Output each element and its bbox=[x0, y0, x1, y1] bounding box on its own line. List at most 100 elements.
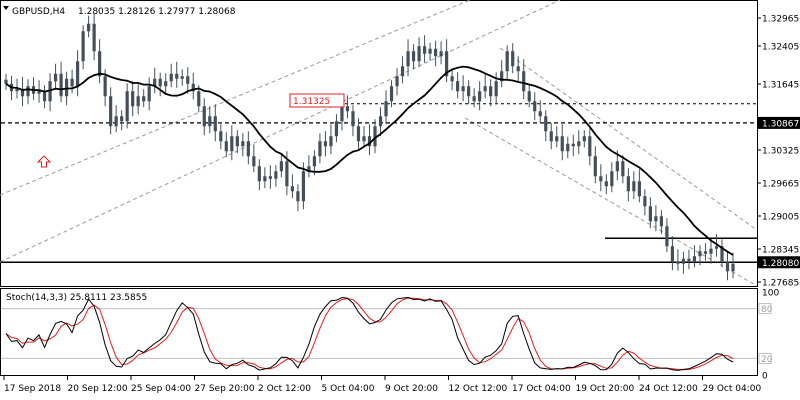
price-panel bbox=[0, 0, 758, 287]
candle-body bbox=[246, 141, 250, 157]
candle-body bbox=[439, 51, 443, 57]
time-axis: 17 Sep 2018 20 Sep 12:00 25 Sep 04:00 27 Se… bbox=[3, 375, 762, 394]
candle-body bbox=[692, 256, 697, 262]
candle-body bbox=[384, 101, 388, 117]
candle-body bbox=[136, 96, 140, 107]
candle-body bbox=[329, 136, 333, 147]
candle-body bbox=[489, 86, 493, 97]
candle-body bbox=[268, 176, 272, 179]
time-tick-label: 29 Oct 04:00 bbox=[703, 384, 762, 394]
candle-body bbox=[433, 48, 438, 57]
candle-body bbox=[516, 66, 520, 72]
candle-body bbox=[263, 176, 267, 182]
candle-body bbox=[698, 251, 702, 257]
candle-body bbox=[571, 143, 575, 147]
candle-body bbox=[274, 171, 278, 179]
price-tick-label: 1.31645 bbox=[762, 81, 799, 91]
candle-body bbox=[131, 91, 135, 107]
time-tick-label: 17 Oct 04:00 bbox=[512, 384, 571, 394]
dropdown-triangle-icon[interactable] bbox=[3, 6, 9, 10]
price-tick-label: 1.32965 bbox=[762, 15, 799, 25]
candle-body bbox=[307, 166, 311, 172]
candle-body bbox=[301, 171, 306, 202]
candle-body bbox=[378, 116, 383, 127]
candle-body bbox=[389, 86, 394, 102]
candle-body bbox=[714, 246, 719, 249]
candle-body bbox=[582, 136, 586, 142]
candle-body bbox=[604, 181, 608, 187]
stoch-level-box bbox=[758, 303, 772, 315]
time-tick-label: 9 Oct 20:00 bbox=[385, 384, 438, 394]
candle-body bbox=[709, 248, 713, 254]
candle-body bbox=[417, 46, 421, 62]
candle-body bbox=[637, 181, 641, 197]
candle-body bbox=[356, 126, 361, 142]
candle-body bbox=[290, 186, 294, 192]
stoch-panel bbox=[0, 288, 758, 376]
annotation-box: 1.31325 bbox=[289, 93, 345, 108]
candle-body bbox=[483, 86, 487, 92]
candle-body bbox=[511, 51, 515, 67]
candle-body bbox=[395, 76, 399, 87]
candle-body bbox=[191, 83, 195, 92]
price-label-highlight: 1.28080 bbox=[762, 259, 799, 269]
candle-body bbox=[42, 91, 47, 102]
candle-body bbox=[180, 76, 184, 79]
candle-body bbox=[37, 91, 41, 94]
candle-body bbox=[544, 116, 548, 132]
candle-body bbox=[235, 136, 239, 147]
channel-line bbox=[464, 117, 758, 287]
candle-body bbox=[285, 161, 289, 187]
price-tick-label: 1.28345 bbox=[762, 246, 799, 256]
candle-body bbox=[351, 111, 355, 127]
price-label-box bbox=[758, 256, 800, 269]
candle-body bbox=[461, 86, 465, 92]
time-tick-label: 12 Oct 12:00 bbox=[449, 384, 508, 394]
ohlc-values: 1.28035 1.28126 1.27977 1.28068 bbox=[78, 7, 236, 17]
time-tick-label: 25 Sep 04:00 bbox=[131, 384, 191, 394]
candle-body bbox=[428, 48, 432, 54]
candle-body bbox=[610, 171, 614, 187]
stoch-main-line bbox=[5, 296, 734, 371]
candle-body bbox=[158, 78, 162, 87]
candle-body bbox=[318, 141, 322, 157]
stoch-tick-label: 100 bbox=[762, 289, 779, 299]
candle-body bbox=[75, 61, 80, 87]
candle-body bbox=[456, 81, 460, 92]
candle-body bbox=[340, 106, 344, 122]
channel-line bbox=[0, 0, 561, 263]
candle-body bbox=[120, 116, 124, 122]
candle-body bbox=[560, 136, 564, 152]
stoch-level-label: 20 bbox=[761, 355, 773, 365]
candle-body bbox=[626, 176, 630, 192]
price-tick-label: 1.32405 bbox=[762, 43, 799, 53]
price-tick-label: 1.29665 bbox=[762, 180, 799, 190]
channel-line bbox=[0, 0, 471, 196]
candle-body bbox=[615, 161, 619, 172]
candle-body bbox=[687, 258, 691, 262]
annotation-label: 1.31325 bbox=[293, 97, 330, 107]
candle-body bbox=[70, 78, 74, 87]
stoch-tick-label: 0 bbox=[762, 372, 768, 382]
candle-body bbox=[164, 81, 168, 87]
candle-body bbox=[252, 156, 256, 167]
candle-body bbox=[593, 156, 597, 177]
candle-body bbox=[224, 141, 228, 152]
candle-body bbox=[92, 23, 96, 52]
moving-average-line bbox=[5, 65, 734, 256]
candle-body bbox=[654, 216, 658, 222]
candle-body bbox=[296, 191, 300, 202]
candle-body bbox=[472, 96, 476, 102]
candle-body bbox=[648, 206, 652, 222]
candle-body bbox=[665, 226, 669, 247]
candle-body bbox=[4, 79, 8, 84]
candle-body bbox=[257, 166, 261, 182]
candle-body bbox=[312, 156, 317, 167]
candle-body bbox=[114, 116, 118, 127]
candle-body bbox=[279, 161, 283, 172]
candle-body bbox=[494, 81, 498, 97]
candle-body bbox=[169, 73, 173, 82]
symbol-label: GBPUSD,H4 bbox=[12, 7, 65, 17]
candle-body bbox=[186, 76, 190, 84]
